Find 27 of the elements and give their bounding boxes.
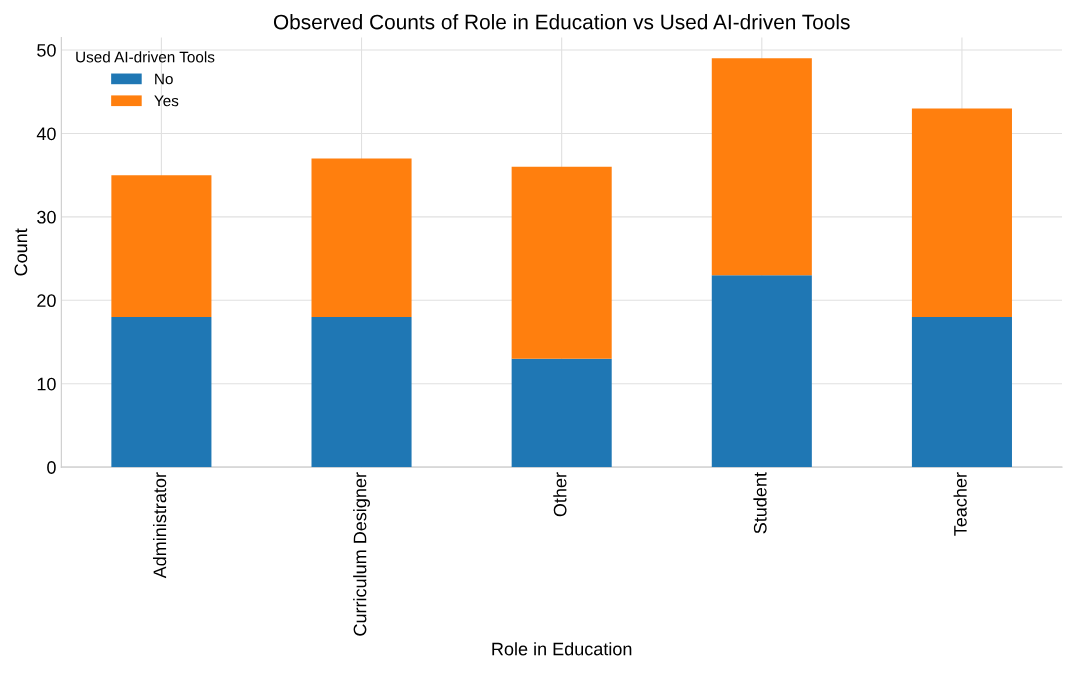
bar (511, 166, 612, 359)
x-axis-title: Role in Education (492, 642, 632, 656)
bar (311, 317, 412, 468)
y-axis-title: Count (14, 228, 28, 276)
y-tick-label: 0 (47, 461, 56, 474)
chart-title: Observed Counts of Role in Education vs Used AI-driven Tools (273, 14, 850, 30)
legend-title: Used AI-driven Tools (76, 51, 215, 63)
bar (511, 358, 612, 468)
y-tick-label: 10 (37, 377, 56, 391)
y-tick-label: 50 (37, 43, 56, 57)
x-tick-label: Curriculum Designer (353, 472, 370, 636)
bar (111, 317, 212, 468)
x-tick-label: Other (553, 472, 567, 517)
bar (911, 108, 1012, 317)
y-tick-label: 20 (37, 294, 56, 308)
legend-label: Yes (154, 95, 179, 107)
legend-label: No (155, 73, 173, 85)
x-tick-label: Administrator (152, 472, 167, 579)
y-tick-label: 40 (36, 127, 56, 141)
x-tick-label: Teacher (953, 472, 967, 536)
bar (911, 317, 1012, 468)
x-tick-label: Student (753, 472, 767, 534)
bar (311, 158, 412, 317)
y-tick-label: 30 (37, 210, 56, 224)
bar (111, 175, 212, 317)
bar (711, 58, 812, 276)
bar (711, 275, 812, 468)
